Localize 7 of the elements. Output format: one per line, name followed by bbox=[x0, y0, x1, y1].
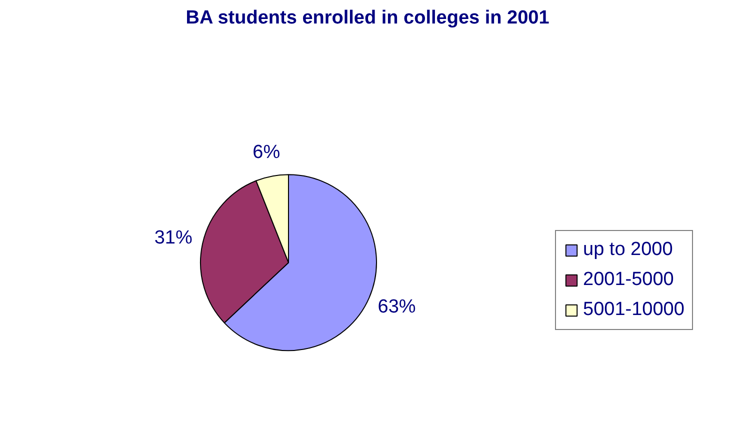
data-label: 63% bbox=[378, 296, 416, 318]
data-label: 6% bbox=[252, 142, 280, 164]
chart-title: BA students enrolled in colleges in 2001 bbox=[186, 8, 550, 28]
legend-label: 5001-10000 bbox=[583, 299, 684, 321]
legend-label: up to 2000 bbox=[583, 239, 673, 261]
legend-label: 2001-5000 bbox=[583, 269, 674, 291]
data-label: 31% bbox=[154, 228, 192, 249]
